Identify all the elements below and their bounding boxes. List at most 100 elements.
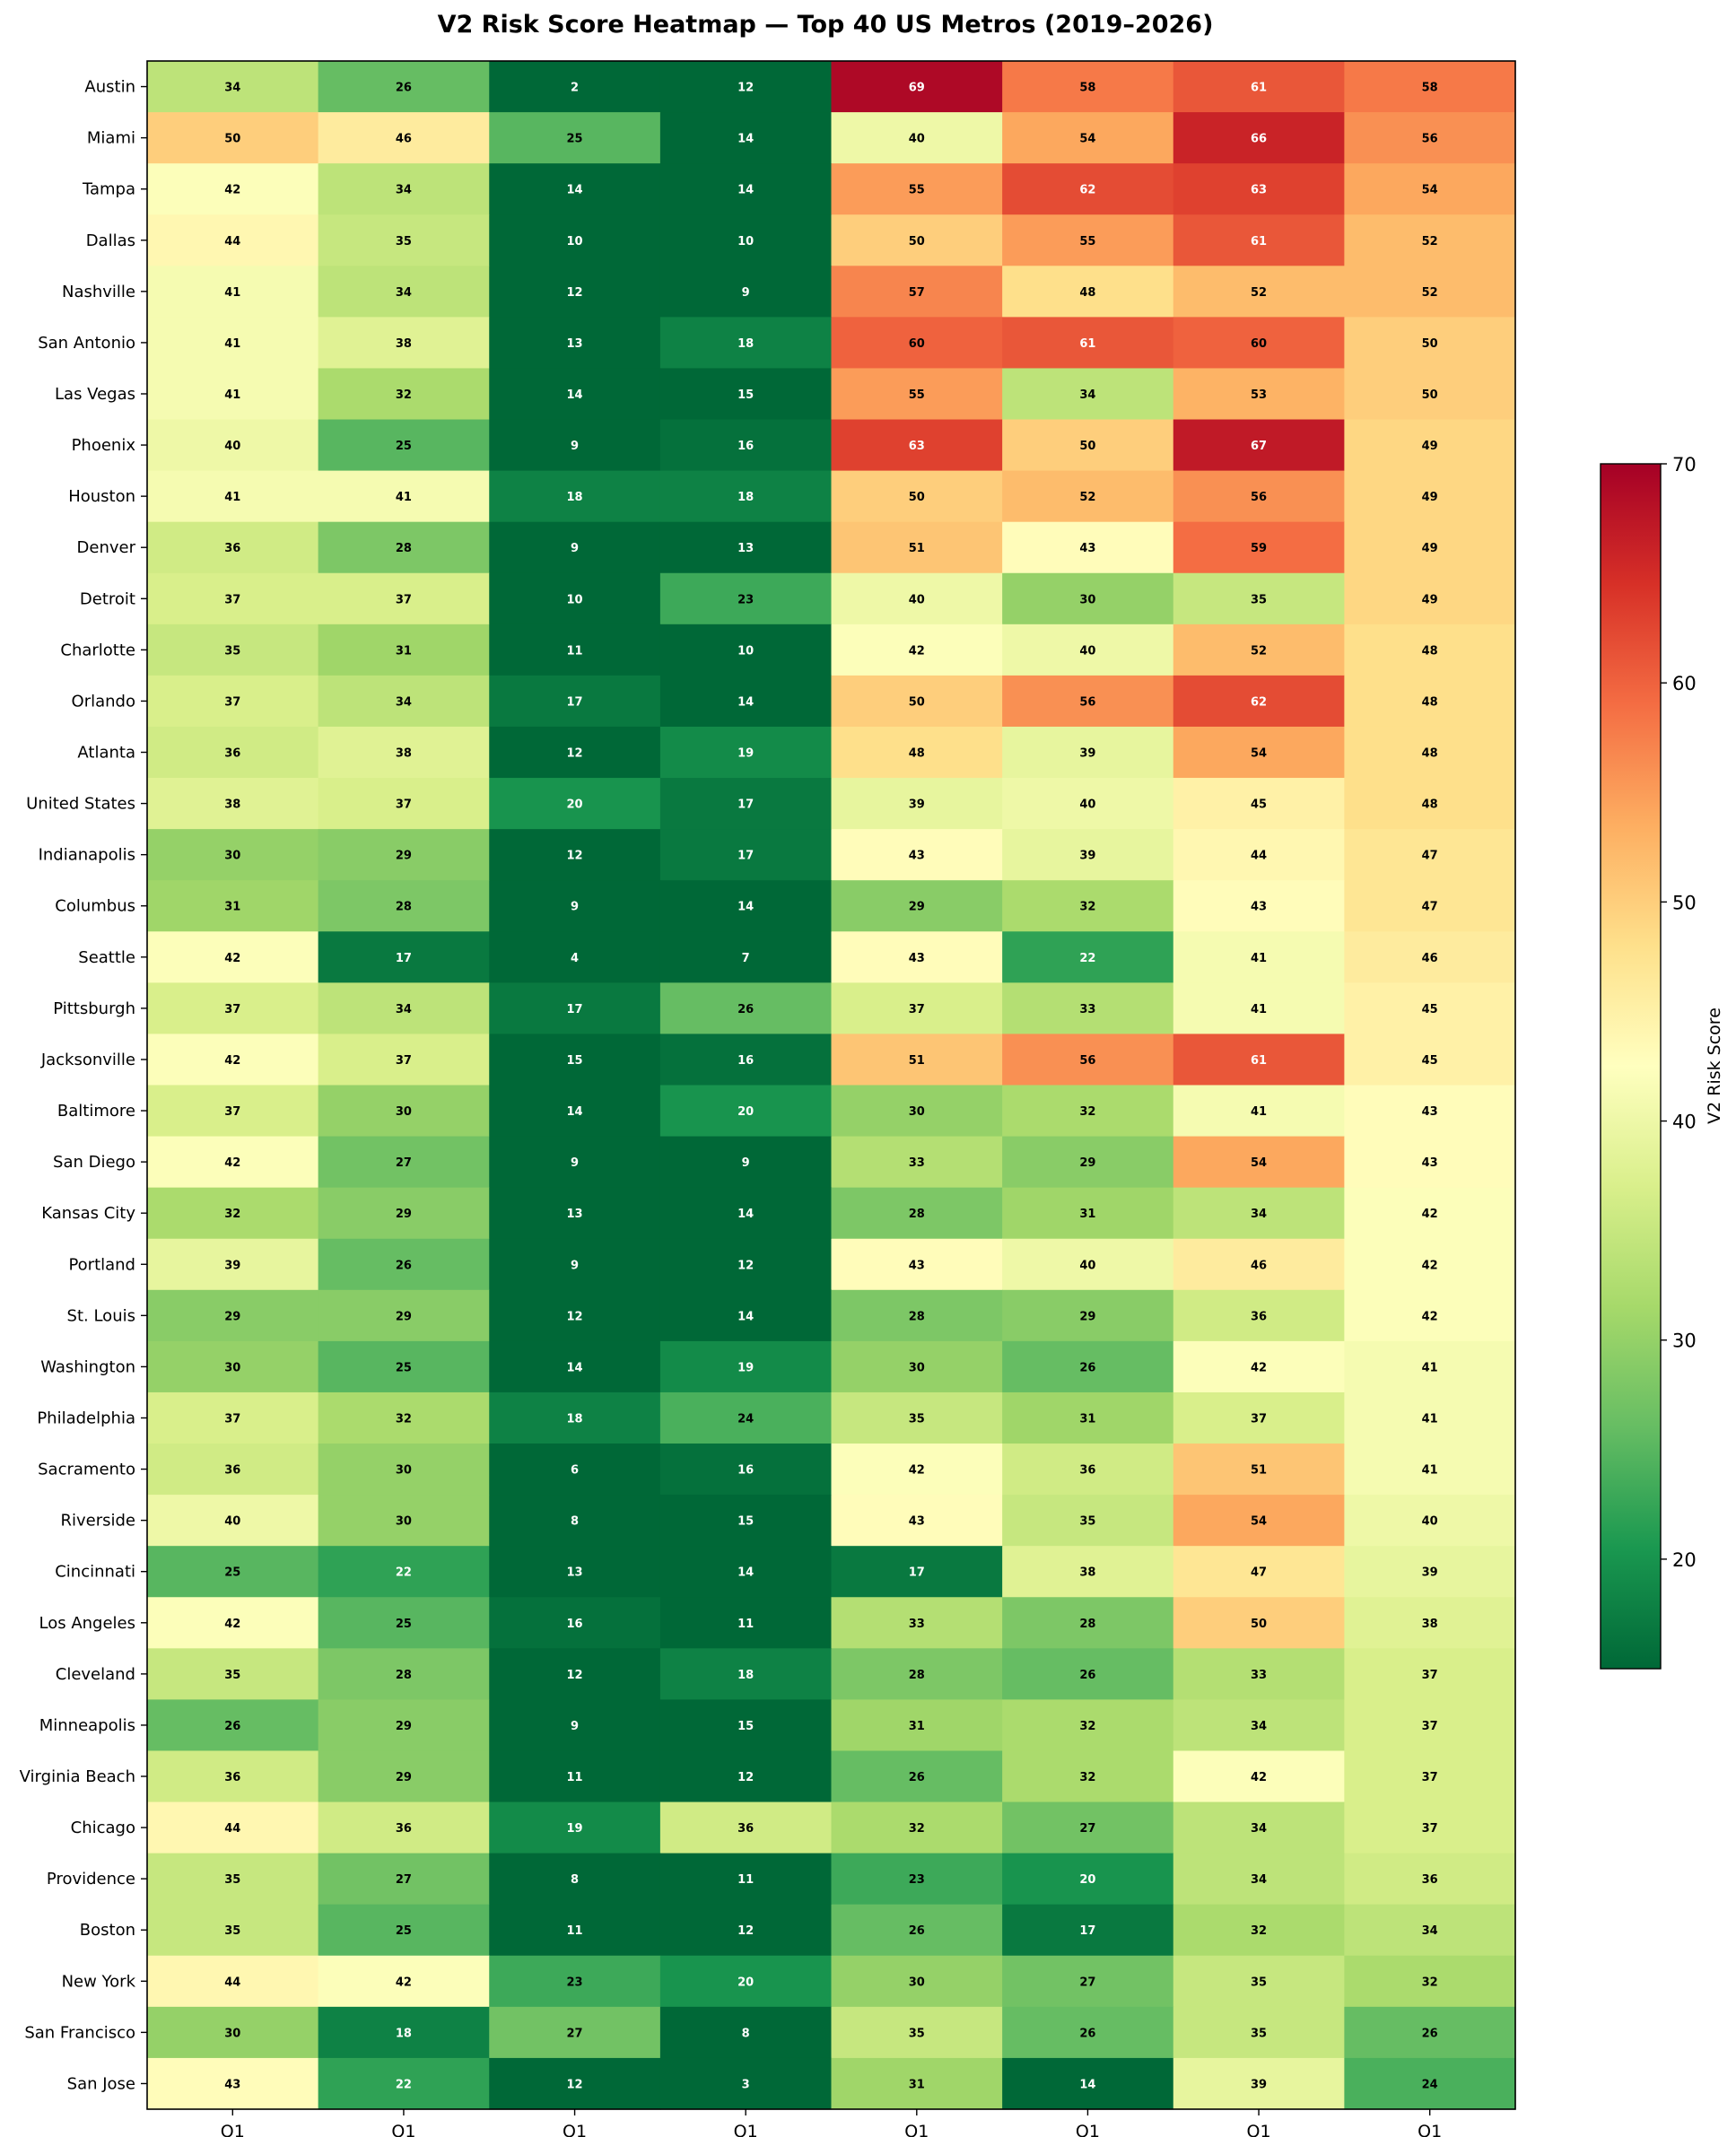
cell-value-label: 18 bbox=[396, 2027, 412, 2040]
heatmap-cell bbox=[1173, 1289, 1345, 1342]
colorbar-tick-label: 20 bbox=[1672, 1549, 1697, 1571]
cell-value-label: 50 bbox=[909, 235, 925, 249]
heatmap-cell bbox=[831, 880, 1003, 932]
cell-value-label: 63 bbox=[1251, 184, 1267, 197]
heatmap-cell bbox=[489, 2006, 661, 2059]
cell-value-label: 56 bbox=[1079, 1054, 1095, 1068]
cell-value-label: 12 bbox=[567, 1669, 583, 1682]
cell-value-label: 37 bbox=[1422, 1669, 1438, 1682]
cell-value-label: 16 bbox=[567, 1618, 583, 1631]
heatmap-cell bbox=[831, 982, 1003, 1035]
cell-value-label: 35 bbox=[396, 235, 412, 249]
row-label: Miami bbox=[87, 129, 135, 148]
cell-value-label: 37 bbox=[396, 593, 412, 606]
cell-value-label: 31 bbox=[909, 1720, 925, 1733]
heatmap-cell bbox=[1002, 112, 1174, 164]
cell-value-label: 43 bbox=[224, 2078, 240, 2091]
heatmap-cell bbox=[1173, 1955, 1345, 2008]
heatmap-cell bbox=[659, 1391, 833, 1444]
cell-value-label: 31 bbox=[1079, 1412, 1095, 1426]
row-label: New York bbox=[62, 1972, 136, 1991]
heatmap-cell bbox=[659, 112, 833, 164]
heatmap-cell bbox=[318, 1444, 490, 1496]
heatmap-cell bbox=[1344, 368, 1516, 421]
cell-value-label: 40 bbox=[224, 1515, 240, 1529]
cell-value-label: 32 bbox=[1422, 1976, 1438, 1989]
row-label: San Jose bbox=[67, 2074, 135, 2093]
cell-value-label: 15 bbox=[567, 1054, 583, 1068]
cell-value-label: 14 bbox=[737, 901, 754, 914]
row-label: Los Angeles bbox=[39, 1614, 136, 1633]
heatmap-cell bbox=[1344, 1546, 1516, 1598]
cell-value-label: 34 bbox=[1251, 1208, 1267, 1221]
cell-value-label: 52 bbox=[1079, 491, 1095, 504]
heatmap-cell bbox=[1344, 521, 1516, 574]
cell-value-label: 9 bbox=[571, 542, 579, 555]
row-label: Atlanta bbox=[77, 744, 135, 763]
heatmap-cell bbox=[1173, 1034, 1345, 1086]
heatmap-cell bbox=[659, 726, 833, 779]
cell-value-label: 25 bbox=[396, 1618, 412, 1631]
row-label: San Diego bbox=[53, 1153, 135, 1172]
heatmap-cell bbox=[489, 1085, 661, 1138]
colorbar-ticks: 20 30 40 50 60 70 bbox=[1661, 454, 1697, 1571]
colorbar-gradient bbox=[1600, 463, 1662, 1670]
heatmap-cell bbox=[1344, 419, 1516, 472]
heatmap-cell bbox=[1002, 1187, 1174, 1240]
row-label: Columbus bbox=[55, 897, 135, 916]
cell-value-label: 41 bbox=[224, 337, 240, 351]
cell-value-label: 27 bbox=[1079, 1976, 1095, 1989]
heatmap-cell bbox=[489, 112, 661, 164]
cell-value-label: 11 bbox=[737, 1618, 754, 1631]
heatmap-cell bbox=[831, 2006, 1003, 2059]
heatmap-cell bbox=[489, 1546, 661, 1598]
cell-value-label: 34 bbox=[224, 82, 240, 95]
cell-value-label: 41 bbox=[1422, 1464, 1438, 1478]
heatmap-cell bbox=[659, 2006, 833, 2059]
heatmap-cell bbox=[1002, 368, 1174, 421]
heatmap-cell bbox=[1173, 675, 1345, 728]
heatmap-cell bbox=[147, 1391, 319, 1444]
heatmap-cell bbox=[1173, 1085, 1345, 1138]
cell-value-label: 34 bbox=[1251, 1720, 1267, 1733]
heatmap-cell bbox=[489, 1597, 661, 1649]
heatmap-cell bbox=[659, 368, 833, 421]
heatmap-cell bbox=[1002, 1750, 1174, 1803]
cell-value-label: 34 bbox=[396, 1003, 412, 1016]
cell-value-label: 12 bbox=[737, 1924, 754, 1938]
heatmap-cell bbox=[1173, 317, 1345, 370]
heatmap-cell bbox=[831, 419, 1003, 472]
cell-value-label: 42 bbox=[224, 1618, 240, 1631]
cell-value-label: 9 bbox=[742, 286, 750, 300]
heatmap-cell bbox=[659, 163, 833, 215]
heatmap-cell bbox=[489, 572, 661, 625]
cell-value-label: 30 bbox=[224, 2027, 240, 2040]
heatmap-cell bbox=[659, 778, 833, 830]
cell-value-label: 43 bbox=[909, 1515, 925, 1529]
cell-value-label: 14 bbox=[567, 1361, 583, 1374]
heatmap-cell bbox=[831, 470, 1003, 523]
heatmap-cell bbox=[147, 1853, 319, 1906]
heatmap-cell bbox=[1002, 1955, 1174, 2008]
cell-value-label: 17 bbox=[737, 850, 754, 863]
column-labels: Q12019Q12020Q12021Q12022Q12023Q12024Q120… bbox=[221, 2109, 1442, 2137]
heatmap-cell bbox=[147, 1085, 319, 1138]
cell-value-label: 15 bbox=[737, 1515, 754, 1529]
heatmap-cell bbox=[318, 1597, 490, 1649]
cell-value-label: 47 bbox=[1251, 1566, 1267, 1580]
cell-value-label: 3 bbox=[742, 2078, 750, 2091]
heatmap-cell bbox=[1002, 470, 1174, 523]
cell-value-label: 6 bbox=[571, 1464, 579, 1478]
cell-value-label: 17 bbox=[567, 695, 583, 709]
cell-value-label: 30 bbox=[909, 1361, 925, 1374]
heatmap-cell bbox=[1002, 521, 1174, 574]
heatmap-cell bbox=[659, 266, 833, 318]
cell-value-label: 37 bbox=[1422, 1771, 1438, 1784]
heatmap-cell bbox=[1173, 2057, 1345, 2110]
heatmap-cell bbox=[1173, 931, 1345, 983]
row-label: Virginia Beach bbox=[20, 1767, 135, 1786]
heatmap-cell bbox=[489, 1289, 661, 1342]
heatmap-cell bbox=[489, 1853, 661, 1906]
cell-value-label: 39 bbox=[1079, 850, 1095, 863]
